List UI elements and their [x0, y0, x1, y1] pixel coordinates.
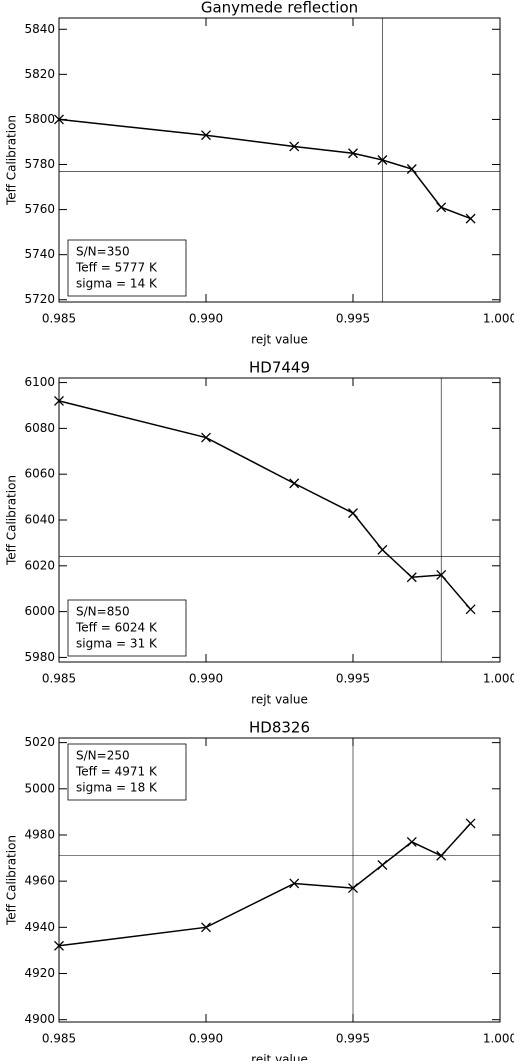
y-tick-label: 6040 [24, 513, 55, 527]
y-tick-label: 5000 [24, 781, 55, 795]
x-axis-label: rejt value [251, 1053, 308, 1061]
y-tick-label: 5720 [24, 292, 55, 306]
y-axis-label: Teff Calibration [5, 835, 19, 926]
x-tick-label: 0.995 [336, 672, 370, 686]
y-axis-label: Teff Calibration [5, 115, 19, 206]
data-point [54, 395, 64, 406]
x-tick-label: 0.985 [42, 312, 76, 326]
data-point [465, 818, 476, 829]
y-tick-label: 6060 [24, 467, 55, 481]
y-tick-label: 5020 [24, 735, 55, 749]
x-tick-label: 1.000 [483, 312, 514, 326]
data-point [348, 508, 358, 519]
data-line [58, 400, 472, 610]
data-line [58, 118, 471, 220]
data-point [54, 114, 64, 125]
data-point [465, 604, 476, 615]
data-point [406, 164, 417, 174]
data-point [377, 860, 388, 870]
y-axis-label: Teff Calibration [5, 475, 19, 566]
x-tick-label: 0.990 [189, 672, 223, 686]
legend-box [67, 743, 187, 801]
legend-text: Teff = 4971 K [75, 765, 158, 779]
legend-text: S/N=850 [76, 605, 130, 619]
data-point [377, 544, 388, 555]
data-point [289, 141, 300, 152]
chart-title: Ganymede reflection [201, 0, 358, 17]
x-tick-label: 0.990 [189, 1032, 223, 1046]
chart-title: HD8326 [249, 719, 310, 737]
y-tick-label: 4980 [24, 827, 55, 841]
y-tick-label: 4900 [24, 1012, 55, 1026]
legend-text: sigma = 31 K [76, 637, 158, 651]
x-tick-label: 0.990 [189, 312, 223, 326]
y-tick-label: 5800 [24, 112, 55, 126]
data-point [54, 940, 64, 951]
x-tick-label: 0.995 [336, 1032, 370, 1046]
x-tick-label: 0.985 [42, 1032, 76, 1046]
data-point [436, 202, 447, 213]
data-point [289, 878, 300, 889]
legend-box [67, 239, 187, 297]
legend-text: sigma = 14 K [76, 277, 158, 291]
x-tick-label: 0.985 [42, 672, 76, 686]
legend-text: S/N=250 [76, 749, 130, 763]
data-point [289, 478, 300, 489]
plot-frame [58, 17, 501, 303]
data-point [201, 432, 211, 443]
y-tick-label: 4940 [24, 920, 55, 934]
y-tick-label: 4960 [24, 874, 55, 888]
x-axis-label: rejt value [251, 693, 308, 707]
legend-text: S/N=350 [76, 245, 130, 259]
y-tick-label: 5760 [24, 202, 55, 216]
data-point [201, 922, 211, 933]
data-point [201, 130, 211, 141]
data-point [436, 850, 447, 861]
y-tick-label: 5820 [24, 67, 55, 81]
legend-box [67, 599, 187, 657]
legend-text: Teff = 6024 K [75, 621, 158, 635]
data-point [377, 155, 388, 165]
plot-frame [58, 737, 501, 1023]
x-tick-label: 0.995 [336, 312, 370, 326]
y-tick-label: 6080 [24, 421, 55, 435]
legend-text: Teff = 5777 K [75, 261, 158, 275]
chart-title: HD7449 [249, 359, 310, 377]
legend-text: sigma = 18 K [76, 781, 158, 795]
y-tick-label: 6100 [24, 375, 55, 389]
data-point [406, 836, 417, 847]
data-point [348, 148, 358, 159]
data-point [465, 213, 476, 224]
y-tick-label: 5840 [24, 22, 55, 36]
x-axis-label: rejt value [251, 333, 308, 347]
y-tick-label: 5980 [24, 650, 55, 664]
x-tick-label: 1.000 [483, 672, 514, 686]
data-point [348, 883, 358, 894]
y-tick-label: 5740 [24, 247, 55, 261]
data-line [58, 822, 472, 947]
y-tick-label: 5780 [24, 157, 55, 171]
y-tick-label: 6020 [24, 558, 55, 572]
y-tick-label: 6000 [24, 604, 55, 618]
data-point [436, 570, 447, 580]
x-tick-label: 1.000 [483, 1032, 514, 1046]
data-point [406, 572, 417, 583]
y-tick-label: 4920 [24, 966, 55, 980]
